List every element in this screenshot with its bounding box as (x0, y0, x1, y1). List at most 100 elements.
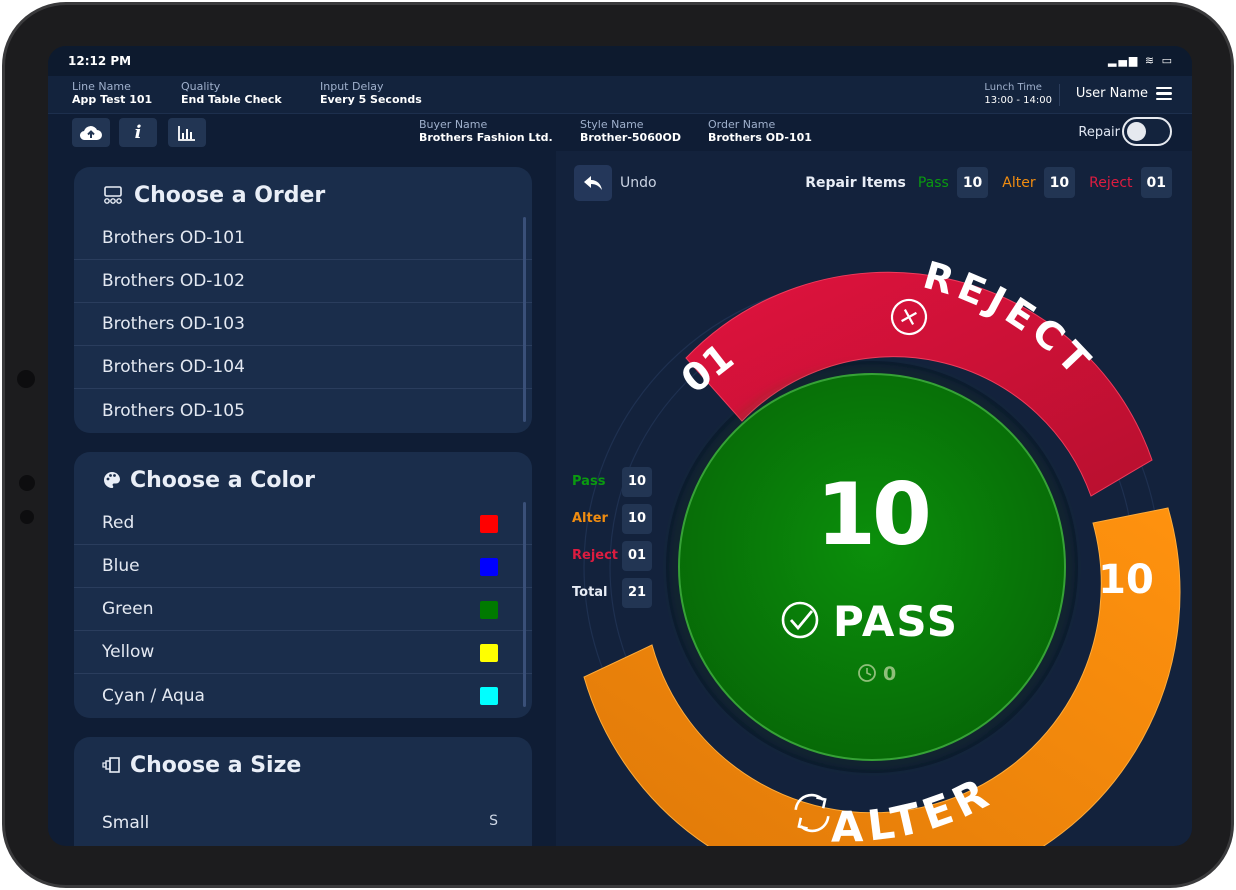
toggle-knob (1127, 122, 1146, 141)
stat-alter: Alter 10 (572, 500, 653, 537)
alter-count: 10 (1098, 557, 1154, 603)
report-button[interactable] (168, 118, 206, 147)
reject-arc-button[interactable] (685, 271, 1153, 497)
color-item-label: Cyan / Aqua (102, 685, 205, 706)
timer-value: 0 (883, 663, 896, 685)
repair-items-title: Repair Items (805, 174, 906, 191)
quality-label: Quality (181, 80, 221, 93)
lunch-time-label: Lunch Time (984, 82, 1042, 93)
style-value: Brother-5060OD (580, 131, 682, 144)
color-list-scrollbar[interactable] (523, 502, 526, 707)
repair-pass-count: 10 (956, 167, 989, 198)
app-screen: 12:12 PM ▂▄▆ ≋ ▭ Line Name App Test 101 … (48, 46, 1192, 846)
input-delay-field: Input Delay Every 5 Seconds (320, 80, 422, 107)
lunch-time-value: 13:00 - 14:00 (984, 95, 1052, 106)
buyer-field: Buyer Name Brothers Fashion Ltd. (419, 118, 553, 145)
stat-alter-value: 10 (622, 503, 653, 534)
style-field: Style Name Brother-5060OD (580, 118, 681, 145)
stat-reject-label: Reject (572, 548, 619, 563)
sensor-dot (19, 475, 35, 491)
stat-total-label: Total (572, 585, 608, 600)
pass-label: PASS (833, 597, 959, 646)
line-name-label: Line Name (72, 80, 131, 93)
stat-reject: Reject 01 (572, 537, 653, 574)
undo-button[interactable] (574, 165, 612, 201)
undo-icon (584, 176, 602, 190)
size-item-label: Small (102, 812, 150, 833)
count-summary: Pass 10 Alter 10 Reject 01 Total 21 (572, 463, 653, 611)
color-item[interactable]: Cyan / Aqua (74, 674, 532, 717)
user-name: User Name (1075, 86, 1148, 101)
stat-total: Total 21 (572, 574, 653, 611)
pass-circle-glow (675, 370, 1069, 764)
size-item-abbr: S (489, 813, 498, 829)
color-swatch-yellow (480, 644, 498, 662)
pass-count: 10 (816, 465, 928, 565)
info-button[interactable]: i (119, 118, 157, 147)
info-icon: i (134, 122, 142, 143)
color-item-label: Green (102, 599, 154, 619)
repair-pass-label: Pass (917, 174, 949, 191)
header-divider (1059, 84, 1060, 106)
color-item[interactable]: Yellow (74, 631, 532, 674)
order-item-label: Brothers OD-102 (102, 271, 245, 291)
lunch-time-field: Lunch Time 13:00 - 14:00 (984, 81, 1052, 108)
inspection-area: 10 PASS 0 REJECT 01 ALTER 10 Undo Repair… (556, 151, 1192, 846)
palette-icon (104, 472, 120, 488)
user-menu[interactable]: User Name (1076, 86, 1172, 101)
alter-arc-button[interactable] (583, 507, 1181, 846)
repair-reject-label: Reject (1089, 174, 1133, 191)
status-time: 12:12 PM (68, 54, 132, 68)
color-swatch-red (480, 515, 498, 533)
header-info-row: Line Name App Test 101 Quality End Table… (48, 76, 1192, 113)
timer-icon (858, 664, 876, 682)
color-item[interactable]: Red (74, 502, 532, 545)
color-item-label: Red (102, 513, 135, 533)
order-item-label: Brothers OD-105 (102, 400, 245, 421)
repair-alter-count: 10 (1043, 167, 1076, 198)
color-item[interactable]: Green (74, 588, 532, 631)
pass-circle-button[interactable] (678, 373, 1066, 761)
order-info-row: Buyer Name Brothers Fashion Ltd. Style N… (48, 113, 1192, 151)
color-swatch-green (480, 601, 498, 619)
size-item[interactable]: Small S (74, 801, 532, 844)
order-item[interactable]: Brothers OD-101 (74, 217, 532, 260)
stat-reject-value: 01 (622, 540, 653, 571)
pass-check-icon (781, 601, 819, 639)
repair-items-summary: Repair Items Pass 10 Alter 10 Reject 01 (805, 167, 1172, 198)
color-panel-title: Choose a Color (102, 464, 315, 496)
order-panel-title-text: Choose a Order (134, 182, 326, 208)
buyer-label: Buyer Name (419, 118, 488, 131)
line-name-field: Line Name App Test 101 (72, 80, 152, 107)
color-item[interactable]: Blue (74, 545, 532, 588)
repair-toggle[interactable] (1122, 117, 1172, 146)
quality-value: End Table Check (181, 93, 282, 106)
undo-label: Undo (620, 175, 657, 191)
size-panel-title: Choose a Size (102, 749, 301, 781)
stat-pass-label: Pass (572, 474, 606, 489)
order-list-icon (104, 186, 122, 204)
color-swatch-cyan (480, 687, 498, 705)
color-item-label: Blue (102, 556, 140, 576)
inspection-dial: 10 PASS 0 REJECT 01 ALTER 10 (583, 253, 1181, 846)
color-swatch-blue (480, 558, 498, 576)
order-panel: Choose a Order Brothers OD-101 Brothers … (74, 167, 532, 433)
system-status-icons: ▂▄▆ ≋ ▭ (1108, 54, 1174, 67)
order-item-label: Brothers OD-103 (102, 314, 245, 334)
size-icon (102, 757, 120, 773)
menu-icon[interactable] (1156, 86, 1172, 101)
cloud-upload-button[interactable] (72, 118, 110, 147)
order-list-scrollbar[interactable] (523, 217, 526, 422)
order-item[interactable]: Brothers OD-103 (74, 303, 532, 346)
input-delay-value: Every 5 Seconds (320, 93, 422, 106)
order-label: Order Name (708, 118, 776, 131)
stat-pass: Pass 10 (572, 463, 653, 500)
order-panel-title: Choose a Order (102, 179, 325, 211)
order-item[interactable]: Brothers OD-104 (74, 346, 532, 389)
reject-icon (890, 298, 928, 336)
order-item[interactable]: Brothers OD-102 (74, 260, 532, 303)
repair-alter-label: Alter (1002, 174, 1036, 191)
quality-field: Quality End Table Check (181, 80, 282, 107)
order-item[interactable]: Brothers OD-105 (74, 389, 532, 432)
order-value: Brothers OD-101 (708, 131, 812, 144)
